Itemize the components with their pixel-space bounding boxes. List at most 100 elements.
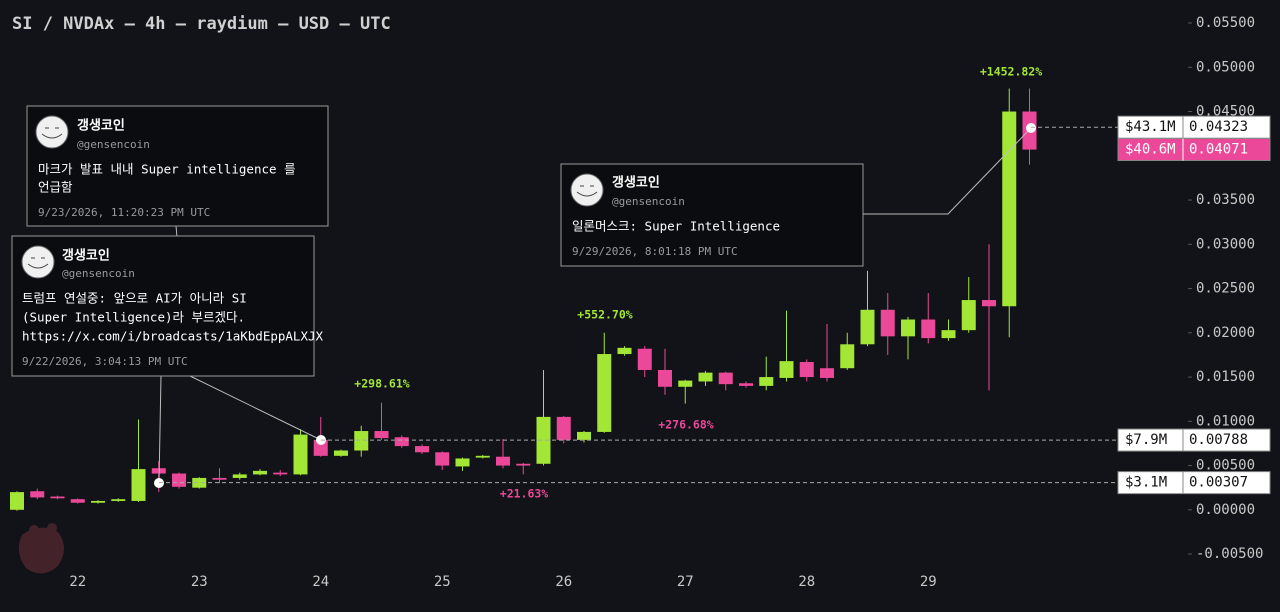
x-tick-label: 29 [920,574,937,590]
candle-body [394,437,409,447]
price-label: 0.04071 [1189,141,1248,157]
candle-body [70,499,85,503]
price-label: 0.04323 [1189,119,1248,135]
candle-body [30,491,45,498]
candle-body [779,361,794,378]
candle-body [901,319,915,337]
event-marker [1026,123,1036,133]
price-label: 0.00307 [1189,475,1248,491]
candle-body [354,431,369,451]
tweet-text: 일론머스크: Super Intelligence [572,219,780,234]
candle-body [334,450,348,456]
candle-body [678,380,693,387]
market-cap-label: $7.9M [1125,432,1167,448]
tweet-card: 갱생코인 @gensencoin 마크가 발표 내내 Super intelli… [26,105,329,227]
connector [863,127,1032,215]
annotation: +21.63% [500,487,549,501]
tweet-handle: @gensencoin [62,267,135,280]
candle-body [415,446,429,453]
avatar-face [27,257,49,269]
candle-body [799,362,814,378]
candle-body [536,416,551,464]
candle-body [718,372,733,385]
tweet-text: 마크가 발표 내내 Super intelligence 를 [38,162,296,177]
tweet-handle: @gensencoin [612,195,685,208]
y-tick-label: 0.05000 [1196,59,1255,75]
avatar [570,173,604,207]
candle-body [293,434,308,475]
candle-body [860,309,875,345]
tweet-text: (Super Intelligence)라 부르겠다. [22,310,245,325]
market-cap-label: $43.1M [1125,119,1176,135]
x-tick-label: 27 [677,574,694,590]
tweet-text: 트럼프 연설중: 앞으로 AI가 아니라 SI [22,291,247,306]
candle-body [475,455,490,458]
tweet-time: 9/22/2026, 3:04:13 PM UTC [22,355,188,368]
tweet-name: 갱생코인 [612,175,660,191]
candle-body [1002,111,1017,307]
candle-body [10,492,24,510]
y-tick-label: 0.01000 [1196,413,1255,429]
candle-body [212,477,227,480]
candle-body [172,473,186,487]
tweet-card: 갱생코인 @gensencoin 트럼프 연설중: 앞으로 AI가 아니라 SI… [11,235,323,377]
candle-body [739,383,753,386]
card-frame [560,163,864,267]
candle-body [658,369,672,387]
y-tick-label: 0.04500 [1196,104,1255,120]
tweet-card: 갱생코인 @gensencoin 일론머스크: Super Intelligen… [560,163,864,267]
x-tick-label: 25 [434,574,451,590]
y-tick-label: 0.03000 [1196,236,1255,252]
tweet-name: 갱생코인 [77,118,125,134]
avatar-face [576,185,598,197]
tweet-handle: @gensencoin [77,138,150,151]
candle-body [921,319,936,339]
x-tick-label: 24 [312,574,329,590]
candle-body [435,452,450,466]
candle-body [374,431,389,439]
tweet-time: 9/29/2026, 8:01:18 PM UTC [572,245,738,258]
price-label: 0.00788 [1189,432,1248,448]
candle-body [516,463,531,466]
candle-body [880,309,895,337]
candle-body [50,496,65,499]
market-cap-label: $3.1M [1125,475,1167,491]
tweet-name: 갱생코인 [62,248,110,264]
candle-body [982,300,996,307]
plot: -0.00500 0.00000 0.00500 0.01000 0.01500 0.02… [10,15,1263,590]
chart-title: SI / NVDAx — 4h — raydium — USD — UTC [12,14,391,34]
card-frame [11,235,315,377]
candle-body [840,344,855,369]
tweet-text: https://x.com/i/broadcasts/1aKbdEppALXJX [22,329,323,344]
y-tick-label: -0.00500 [1196,546,1263,562]
y-tick-label: 0.00500 [1196,458,1255,474]
annotation: +276.68% [658,418,713,432]
candle-body [698,372,713,382]
candle-body [556,416,571,440]
annotation: +552.70% [577,308,632,322]
candle-body [496,456,510,466]
candle-body [577,431,591,440]
candle-body [273,472,288,475]
avatar-face [41,127,63,139]
card-frame [26,105,329,227]
y-tick-label: 0.03500 [1196,192,1255,208]
avatar [21,245,55,279]
candle-body [597,354,612,432]
x-tick-label: 22 [69,574,86,590]
candle-body [91,500,105,503]
candle-body [313,439,328,456]
candle-body [455,458,470,467]
avatar [35,115,69,149]
y-tick-label: 0.00000 [1196,502,1255,518]
candle-body [232,474,247,478]
candle-body [617,347,632,355]
candle-body [759,377,774,386]
x-tick-label: 28 [798,574,815,590]
candle-body [941,330,956,339]
logo [18,523,64,574]
y-tick-label: 0.02000 [1196,325,1255,341]
candle-body [961,300,976,331]
x-tick-label: 26 [555,574,572,590]
